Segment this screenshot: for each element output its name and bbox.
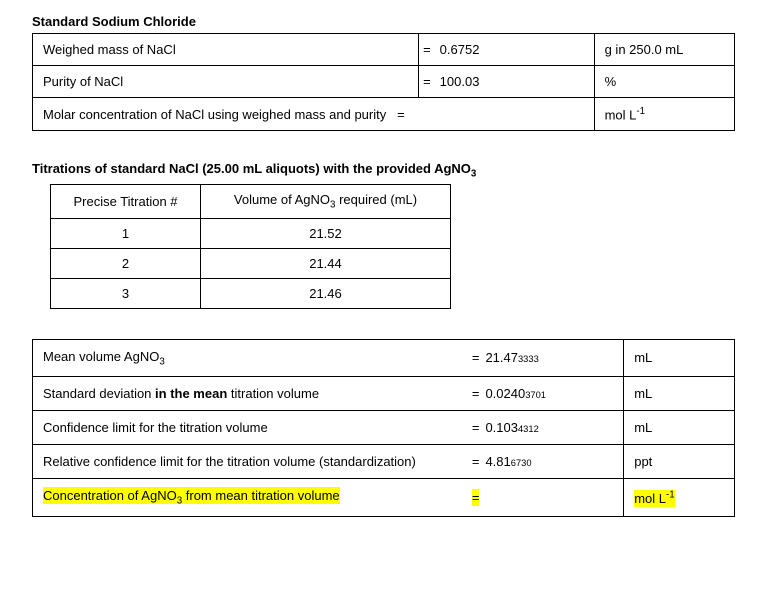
cell-vol: 21.46	[201, 278, 451, 308]
value-small: 3333	[518, 354, 539, 364]
title-text: Titrations of standard NaCl (25.00 mL al…	[32, 161, 471, 176]
header-text: Volume of AgNO	[234, 192, 330, 207]
label-text: Molar concentration of NaCl using weighe…	[43, 107, 386, 122]
value-small: 6730	[511, 458, 532, 468]
cell-unit: %	[594, 66, 734, 98]
cell-unit: ppt	[624, 445, 735, 479]
table-row: 3 21.46	[51, 278, 451, 308]
cell-eq: =	[461, 377, 484, 411]
table-row: Weighed mass of NaCl = 0.6752 g in 250.0…	[33, 34, 735, 66]
cell-value: 100.03	[440, 66, 594, 98]
value-main: 0.0240	[485, 386, 525, 401]
cell-label: Molar concentration of NaCl using weighe…	[33, 98, 419, 131]
table-header-row: Precise Titration # Volume of AgNO3 requ…	[51, 184, 451, 218]
table-row: Confidence limit for the titration volum…	[33, 411, 735, 445]
unit-sup: -1	[666, 489, 675, 500]
unit-text: mol L	[634, 491, 666, 506]
cell-label: Confidence limit for the titration volum…	[33, 411, 461, 445]
cell-eq: =	[419, 66, 440, 98]
cell-label: Mean volume AgNO3	[33, 339, 461, 377]
cell-label: Weighed mass of NaCl	[33, 34, 419, 66]
label-text: from mean titration volume	[182, 488, 340, 503]
cell-num: 3	[51, 278, 201, 308]
table-row: Mean volume AgNO3 = 21.473333 mL	[33, 339, 735, 377]
cell-eq-empty	[419, 98, 440, 131]
table-row-highlight: Concentration of AgNO3 from mean titrati…	[33, 479, 735, 517]
cell-label: Concentration of AgNO3 from mean titrati…	[33, 479, 461, 517]
table-nacl: Weighed mass of NaCl = 0.6752 g in 250.0…	[32, 33, 735, 131]
cell-eq: =	[461, 411, 484, 445]
cell-value: 4.816730	[483, 445, 623, 479]
table-row: Purity of NaCl = 100.03 %	[33, 66, 735, 98]
cell-unit: mol L-1	[594, 98, 734, 131]
header-text: required (mL)	[335, 192, 417, 207]
cell-num: 1	[51, 218, 201, 248]
cell-value: 0.1034312	[483, 411, 623, 445]
cell-eq: =	[461, 339, 484, 377]
label-sub: 3	[159, 356, 164, 367]
value-main: 0.103	[485, 420, 518, 435]
table-row: 1 21.52	[51, 218, 451, 248]
value-main: 4.81	[485, 454, 510, 469]
table-titration: Precise Titration # Volume of AgNO3 requ…	[50, 184, 451, 309]
table-row: 2 21.44	[51, 248, 451, 278]
table-row: Standard deviation in the mean titration…	[33, 377, 735, 411]
cell-num: 2	[51, 248, 201, 278]
cell-value: 21.473333	[483, 339, 623, 377]
cell-value: 0.6752	[440, 34, 594, 66]
cell-vol: 21.44	[201, 248, 451, 278]
cell-label: Purity of NaCl	[33, 66, 419, 98]
cell-value: 0.02403701	[483, 377, 623, 411]
header-cell: Volume of AgNO3 required (mL)	[201, 184, 451, 218]
label-text: Standard deviation	[43, 386, 155, 401]
value-main: 21.47	[485, 350, 518, 365]
cell-unit: g in 250.0 mL	[594, 34, 734, 66]
table-row: Molar concentration of NaCl using weighe…	[33, 98, 735, 131]
value-small: 4312	[518, 424, 539, 434]
cell-vol: 21.52	[201, 218, 451, 248]
section1-title: Standard Sodium Chloride	[32, 14, 735, 29]
section2-title: Titrations of standard NaCl (25.00 mL al…	[32, 161, 735, 180]
cell-unit: mol L-1	[624, 479, 735, 517]
unit-sup: -1	[636, 106, 645, 117]
unit-text: mol L	[605, 107, 637, 122]
label-text: Concentration of AgNO	[43, 488, 177, 503]
label-text: Mean volume AgNO	[43, 349, 159, 364]
cell-value	[483, 479, 623, 517]
cell-eq: =	[461, 479, 484, 517]
cell-unit: mL	[624, 377, 735, 411]
table-row: Relative confidence limit for the titrat…	[33, 445, 735, 479]
label-bold: in the mean	[155, 386, 227, 401]
cell-unit: mL	[624, 411, 735, 445]
value-small: 3701	[525, 390, 546, 400]
title-sub: 3	[471, 169, 476, 180]
header-cell: Precise Titration #	[51, 184, 201, 218]
table-results: Mean volume AgNO3 = 21.473333 mL Standar…	[32, 339, 735, 517]
cell-label: Relative confidence limit for the titrat…	[33, 445, 461, 479]
cell-label: Standard deviation in the mean titration…	[33, 377, 461, 411]
cell-eq: =	[461, 445, 484, 479]
cell-unit: mL	[624, 339, 735, 377]
cell-value	[440, 98, 594, 131]
label-text: titration volume	[227, 386, 319, 401]
cell-eq: =	[419, 34, 440, 66]
